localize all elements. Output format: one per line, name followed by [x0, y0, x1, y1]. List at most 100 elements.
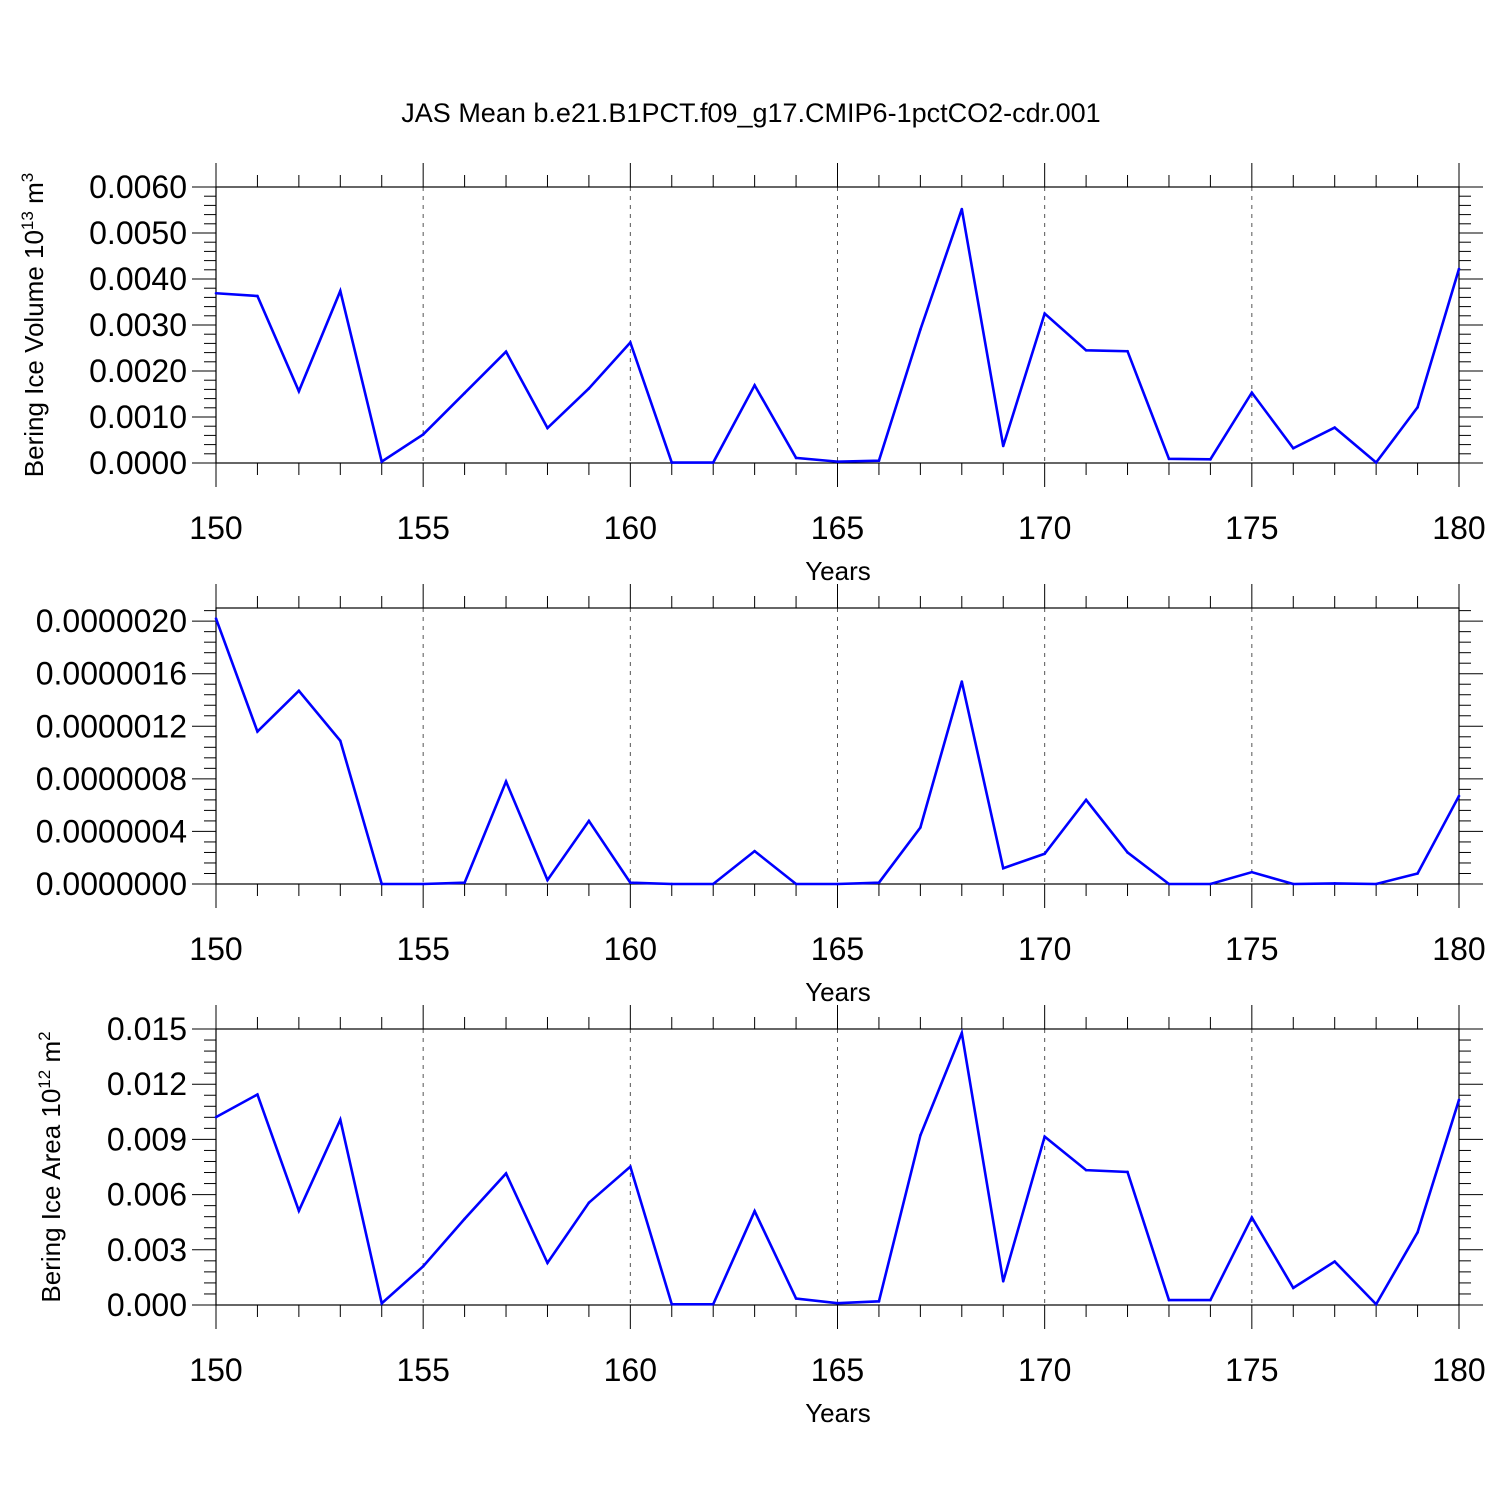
x-tick-label: 160: [604, 1352, 657, 1388]
y-tick-label: 0.0000016: [36, 656, 187, 692]
x-tick-labels: 150 155 160 165 170 175 180: [189, 510, 1485, 546]
x-tick-label: 150: [189, 510, 242, 546]
y-tick-label: 0.0000004: [36, 813, 187, 849]
y-tick-label: 0.015: [107, 1011, 187, 1047]
data-point: [919, 826, 922, 829]
data-point: [1167, 1298, 1171, 1302]
x-tick-label: 180: [1432, 510, 1485, 546]
data-point: [504, 1172, 508, 1175]
data-point: [836, 882, 839, 886]
data-point: [753, 849, 756, 853]
major-ticks: [192, 584, 1483, 908]
x-tick-label: 165: [811, 510, 864, 546]
y-tick-label: 0.0000: [89, 445, 187, 481]
x-tick-label: 160: [604, 510, 657, 546]
data-point: [960, 207, 964, 211]
data-point: [463, 1217, 466, 1221]
data-point: [380, 882, 384, 886]
data-point: [380, 460, 384, 463]
data-point: [504, 350, 508, 353]
data-point: [1043, 312, 1046, 315]
data-point: [960, 680, 964, 683]
y-tick-label: 0.0050: [89, 215, 187, 251]
data-point: [753, 383, 756, 387]
data-point: [877, 881, 881, 884]
data-point: [1084, 798, 1088, 802]
data-point: [256, 1093, 259, 1096]
y-tick-label: 0.006: [107, 1177, 187, 1213]
y-tick-label: 0.0010: [89, 399, 187, 435]
y-tick-labels: 0.0000000 0.0000004 0.0000008 0.0000012 0.00…: [36, 603, 187, 902]
data-point: [629, 341, 632, 344]
data-point: [214, 291, 218, 295]
x-tick-label: 175: [1225, 1352, 1278, 1388]
x-tick-label: 150: [189, 931, 242, 967]
data-point: [421, 1265, 425, 1268]
data-point: [629, 1165, 632, 1168]
data-point: [1001, 444, 1005, 448]
data-point: [1167, 457, 1171, 461]
data-point: [960, 1031, 964, 1035]
major-ticks: [192, 1005, 1483, 1329]
data-point: [339, 739, 342, 743]
y-tick-label: 0.0000000: [36, 866, 187, 902]
y-axis-label: Bering Ice Volume 1013 m3: [18, 173, 49, 477]
data-point: [1416, 1231, 1419, 1234]
major-ticks: [192, 163, 1483, 487]
x-tick-label: 175: [1225, 931, 1278, 967]
data-point: [711, 882, 715, 886]
data-point: [836, 460, 839, 463]
data-point: [380, 1302, 384, 1305]
data-point: [214, 1115, 218, 1119]
y-axis-label-unit-exponent: 2: [35, 1031, 54, 1040]
data-point: [836, 1301, 839, 1305]
data-point: [919, 1134, 922, 1137]
data-point: [463, 881, 466, 884]
y-tick-label: 0.0030: [89, 307, 187, 343]
data-point: [504, 780, 508, 783]
data-point: [256, 730, 259, 733]
data-point: [794, 882, 798, 886]
data-point: [1457, 794, 1461, 798]
data-point: [297, 1209, 301, 1213]
x-tick-labels: 150 155 160 165 170 175 180: [189, 1352, 1485, 1388]
y-tick-label: 0.003: [107, 1232, 187, 1268]
minor-ticks: [204, 596, 1471, 896]
panel-2: 0.0000000 0.0000004 0.0000008 0.0000012 0.00…: [36, 584, 1486, 1007]
x-axis-label: Years: [805, 977, 871, 1007]
data-point: [670, 1302, 674, 1306]
data-point: [546, 426, 549, 430]
data-point: [463, 391, 466, 395]
data-point: [256, 294, 259, 298]
data-point: [1333, 1260, 1336, 1263]
data-point: [1250, 391, 1254, 394]
y-tick-label: 0.0000008: [36, 761, 187, 797]
data-point: [1209, 882, 1212, 886]
data-point: [1084, 1168, 1088, 1172]
data-point: [546, 1261, 549, 1265]
y-axis-label-exponent: 13: [18, 211, 37, 230]
data-point: [1126, 349, 1129, 353]
y-tick-label: 0.0060: [89, 169, 187, 205]
data-point: [1167, 882, 1171, 886]
x-tick-label: 170: [1018, 510, 1071, 546]
minor-ticks: [204, 1017, 1471, 1317]
data-point: [1250, 870, 1254, 874]
y-axis-label-unit-exponent: 3: [18, 173, 37, 182]
data-point: [297, 689, 301, 693]
y-tick-label: 0.012: [107, 1066, 187, 1102]
data-point: [1291, 882, 1295, 886]
x-tick-label: 175: [1225, 510, 1278, 546]
data-point: [339, 1118, 342, 1122]
data-point: [421, 433, 425, 436]
data-point: [339, 289, 342, 293]
data-point: [711, 1302, 715, 1306]
y-tick-label: 0.009: [107, 1121, 187, 1157]
data-point: [1001, 1279, 1005, 1283]
y-tick-label: 0.0040: [89, 261, 187, 297]
y-tick-labels: 0.0000 0.0010 0.0020 0.0030 0.0040 0.0050 0.00…: [89, 169, 187, 481]
data-point: [877, 1300, 881, 1303]
data-point: [794, 1297, 798, 1300]
data-point: [1291, 446, 1295, 450]
